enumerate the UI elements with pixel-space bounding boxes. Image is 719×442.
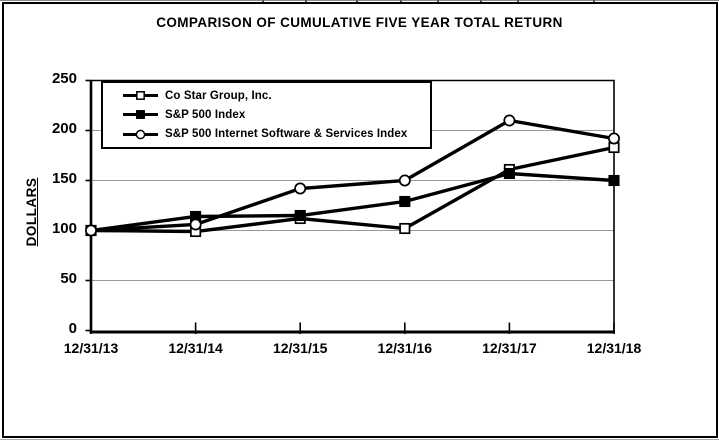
series-1-marker-2 (294, 209, 306, 222)
x-tick-label-4: 12/31/17 (482, 340, 537, 356)
legend-item-0: Co Star Group, Inc. (122, 88, 430, 104)
y-tick-label-200: 200 (51, 120, 77, 137)
legend-marker-1 (136, 110, 145, 120)
series-2-marker-0 (85, 224, 97, 237)
series-0-marker-3 (399, 222, 411, 235)
chart-title: COMPARISON OF CUMULATIVE FIVE YEAR TOTAL… (156, 15, 563, 30)
legend-label-2: S&P 500 Internet Software & Services Ind… (165, 128, 408, 141)
legend-label-1: S&P 500 Index (165, 108, 246, 121)
series-1-marker-3 (399, 195, 411, 208)
x-tick-label-0: 12/31/13 (63, 340, 119, 356)
x-tick-label-5: 12/31/18 (586, 340, 642, 356)
series-2-line (90, 118, 615, 233)
y-tick-label-0: 0 (68, 320, 77, 337)
legend-key-open-square-icon (123, 91, 158, 101)
legend-key-filled-square-icon (123, 110, 158, 120)
y-tick-label-150: 150 (51, 170, 77, 187)
y-tick-label-250: 250 (51, 70, 77, 87)
legend: Co Star Group, Inc. S&P 500 Index S&P 500 … (101, 81, 432, 149)
legend-item-1: S&P 500 Index (122, 107, 430, 123)
series-1-marker-4 (503, 167, 515, 180)
series-2-marker-3 (398, 174, 411, 187)
y-tick-label-100: 100 (51, 220, 77, 237)
x-tick-label-2: 12/31/15 (272, 340, 328, 356)
legend-marker-0 (136, 91, 145, 101)
legend-label-0: Co Star Group, Inc. (165, 89, 272, 102)
series-0-line (90, 145, 615, 234)
legend-item-2: S&P 500 Internet Software & Services Ind… (122, 126, 430, 142)
series-2-marker-1 (189, 218, 202, 231)
series-2-marker-5 (608, 132, 620, 145)
x-tick-label-3: 12/31/16 (377, 340, 433, 356)
legend-marker-2 (135, 129, 146, 140)
series-2-marker-2 (294, 182, 307, 195)
series-1-line (90, 171, 615, 233)
x-tick-label-1: 12/31/14 (168, 340, 223, 356)
page-artifact-bottom-line (0, 439, 719, 440)
y-tick-label-50: 50 (60, 270, 77, 287)
legend-key-open-circle-icon (123, 129, 158, 140)
series-2-marker-4 (503, 114, 516, 127)
series-1-marker-5 (608, 174, 620, 187)
